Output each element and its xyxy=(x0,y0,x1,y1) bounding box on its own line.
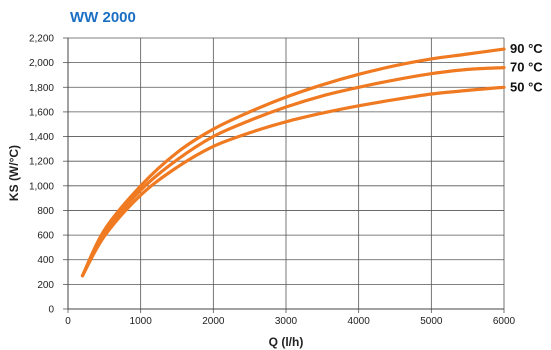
series-line xyxy=(80,85,506,278)
x-tick-label: 6000 xyxy=(493,316,516,327)
y-tick-label: 2,200 xyxy=(29,34,54,45)
series-label: 50 °C xyxy=(510,79,543,94)
y-tick-label: 1,800 xyxy=(29,83,54,94)
series-labels: 90 °C 70 °C 50 °C xyxy=(510,41,543,94)
x-tick-label: 3000 xyxy=(275,316,298,327)
grid xyxy=(68,37,505,309)
y-tick-label: 600 xyxy=(37,231,54,242)
series-line xyxy=(80,66,506,278)
y-tick-label: 200 xyxy=(37,280,54,291)
series-label: 70 °C xyxy=(510,60,543,75)
x-axis-label: Q (l/h) xyxy=(269,335,304,349)
y-tick-label: 1,000 xyxy=(29,181,54,192)
series-label: 90 °C xyxy=(510,41,543,56)
y-tick-label: 1,400 xyxy=(29,132,54,143)
x-tick-label: 2000 xyxy=(202,316,225,327)
series-line xyxy=(80,47,506,278)
y-tick-label: 400 xyxy=(37,255,54,266)
y-axis-label: KS (W/°C) xyxy=(7,145,21,201)
y-tick-label: 1,200 xyxy=(29,157,54,168)
series-lines xyxy=(80,47,506,278)
axes: 0 200 400 600 800 1,000 1,200 1,400 1,600 1,800 2,… xyxy=(29,34,516,328)
y-tick-label: 1,600 xyxy=(29,107,54,118)
x-tick-label: 5000 xyxy=(420,316,443,327)
y-tick-label: 800 xyxy=(37,206,54,217)
y-tick-label: 2,000 xyxy=(29,58,54,69)
x-tick-label: 4000 xyxy=(348,316,371,327)
y-tick-label: 0 xyxy=(48,305,54,316)
chart-title: WW 2000 xyxy=(70,9,136,26)
x-tick-label: 0 xyxy=(65,316,71,327)
x-tick-label: 1000 xyxy=(130,316,153,327)
